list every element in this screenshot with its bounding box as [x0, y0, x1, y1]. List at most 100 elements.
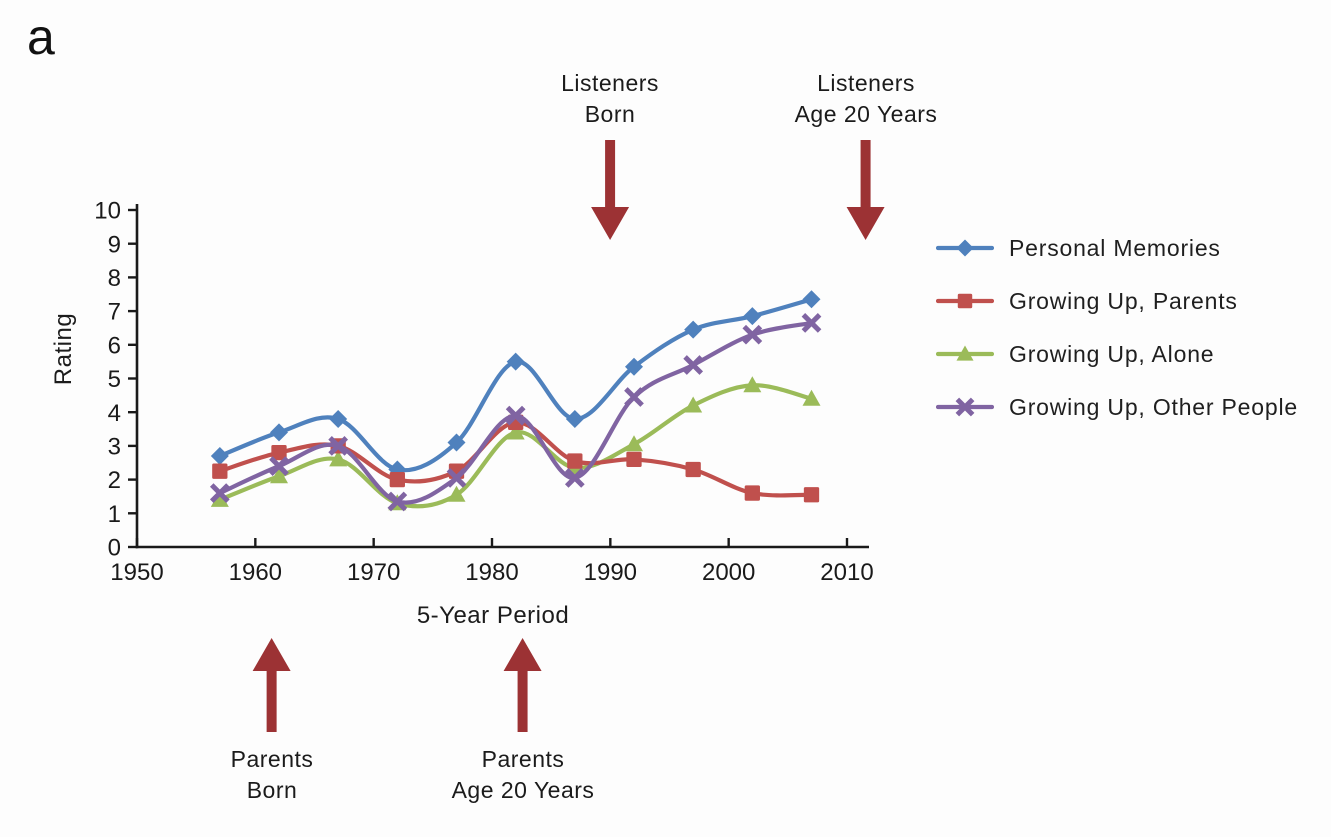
- annotation-parents-age-20: Parents Age 20 Years: [452, 638, 595, 806]
- y-tick-label: 0: [108, 535, 121, 562]
- annotation-line: Parents: [481, 746, 565, 772]
- y-tick-label: 6: [108, 332, 121, 359]
- data-point: [955, 397, 975, 417]
- series-growing-up-other-people: [209, 313, 822, 512]
- legend-label: Growing Up, Alone: [1009, 340, 1215, 367]
- data-point: [447, 433, 466, 452]
- x-marker-icon: [935, 393, 995, 421]
- data-point: [684, 396, 703, 413]
- y-tick-label: 1: [108, 501, 121, 528]
- annotation-line: Born: [584, 101, 636, 127]
- data-point: [271, 444, 287, 461]
- data-point: [506, 423, 525, 440]
- annotation-text: Parents Age 20 Years: [452, 744, 595, 806]
- data-point: [626, 451, 642, 468]
- data-point: [803, 487, 820, 503]
- data-point: [270, 423, 288, 442]
- data-point: [744, 485, 760, 501]
- data-point: [389, 471, 405, 488]
- data-point: [328, 436, 349, 456]
- data-point: [210, 490, 229, 507]
- arrow-up-icon: [252, 638, 291, 732]
- annotation-line: Born: [246, 777, 298, 803]
- panel-label: a: [27, 9, 55, 65]
- data-point: [956, 239, 974, 257]
- legend-item-personal-memories: Personal Memories: [935, 228, 1298, 268]
- y-tick-label: 7: [108, 299, 121, 326]
- x-tick-label: 2010: [820, 559, 873, 586]
- y-tick-label: 8: [108, 265, 121, 292]
- legend: Personal Memories Growing Up, Parents Gr…: [935, 228, 1298, 427]
- data-point: [447, 485, 466, 502]
- y-tick-label: 9: [108, 231, 121, 258]
- annotation-parents-born: Parents Born: [231, 638, 314, 806]
- data-point: [956, 345, 974, 361]
- y-tick-label: 2: [108, 467, 121, 494]
- annotation-line: Parents: [230, 746, 314, 772]
- data-point: [957, 293, 973, 309]
- square-marker-icon: [935, 287, 995, 315]
- data-point: [742, 324, 763, 345]
- y-tick-label: 3: [108, 434, 121, 461]
- data-point: [329, 409, 348, 428]
- y-axis-title: Rating: [50, 312, 77, 386]
- x-tick-label: 2000: [702, 559, 755, 586]
- arrow-down-icon: [590, 140, 629, 240]
- legend-label: Growing Up, Parents: [1009, 287, 1238, 314]
- series-growing-up-alone: [210, 376, 821, 511]
- data-point: [564, 468, 585, 488]
- legend-item-growing-up-other-people: Growing Up, Other People: [935, 387, 1298, 427]
- data-point: [683, 355, 704, 375]
- data-point: [685, 461, 701, 478]
- diamond-marker-icon: [935, 234, 995, 262]
- data-point: [684, 320, 703, 339]
- series-personal-memories: [210, 290, 821, 479]
- data-point: [210, 447, 229, 466]
- data-point: [567, 453, 583, 469]
- data-point: [802, 290, 821, 309]
- x-tick-label: 1990: [584, 559, 637, 586]
- legend-item-growing-up-alone: Growing Up, Alone: [935, 334, 1298, 374]
- annotation-listeners-age-20: Listeners Age 20 Years: [795, 68, 938, 240]
- data-point: [212, 463, 228, 479]
- data-point: [743, 376, 762, 393]
- data-point: [802, 389, 821, 406]
- x-tick-label: 1980: [465, 559, 518, 586]
- data-point: [565, 409, 584, 428]
- triangle-marker-icon: [935, 340, 995, 368]
- annotation-line: Age 20 Years: [451, 777, 595, 803]
- data-point: [387, 491, 408, 512]
- arrow-down-icon: [847, 140, 885, 240]
- x-tick-label: 1950: [110, 559, 163, 586]
- annotation-text: Listeners Born: [561, 68, 659, 130]
- arrow-up-icon: [504, 638, 542, 732]
- annotation-text: Listeners Age 20 Years: [795, 68, 938, 130]
- y-tick-label: 10: [94, 198, 121, 225]
- data-point: [446, 468, 467, 488]
- y-tick-label: 5: [108, 366, 121, 393]
- annotation-line: Age 20 Years: [794, 101, 938, 127]
- annotation-line: Listeners: [817, 70, 915, 96]
- data-point: [209, 483, 230, 503]
- legend-item-growing-up-parents: Growing Up, Parents: [935, 281, 1298, 321]
- x-tick-label: 1970: [347, 559, 400, 586]
- data-point: [505, 405, 526, 426]
- data-point: [743, 307, 762, 326]
- data-point: [269, 456, 289, 476]
- data-point: [506, 352, 525, 371]
- data-point: [624, 387, 644, 407]
- annotation-text: Parents Born: [231, 744, 314, 806]
- legend-label: Growing Up, Other People: [1009, 393, 1298, 420]
- annotation-listeners-born: Listeners Born: [561, 68, 659, 240]
- data-point: [329, 450, 348, 467]
- data-point: [625, 435, 643, 452]
- annotation-line: Listeners: [561, 70, 659, 96]
- data-point: [801, 313, 822, 333]
- series-growing-up-parents: [212, 414, 820, 503]
- data-point: [270, 467, 288, 484]
- x-tick-label: 1960: [229, 559, 282, 586]
- x-axis-title: 5-Year Period: [416, 602, 570, 629]
- legend-label: Personal Memories: [1009, 234, 1221, 261]
